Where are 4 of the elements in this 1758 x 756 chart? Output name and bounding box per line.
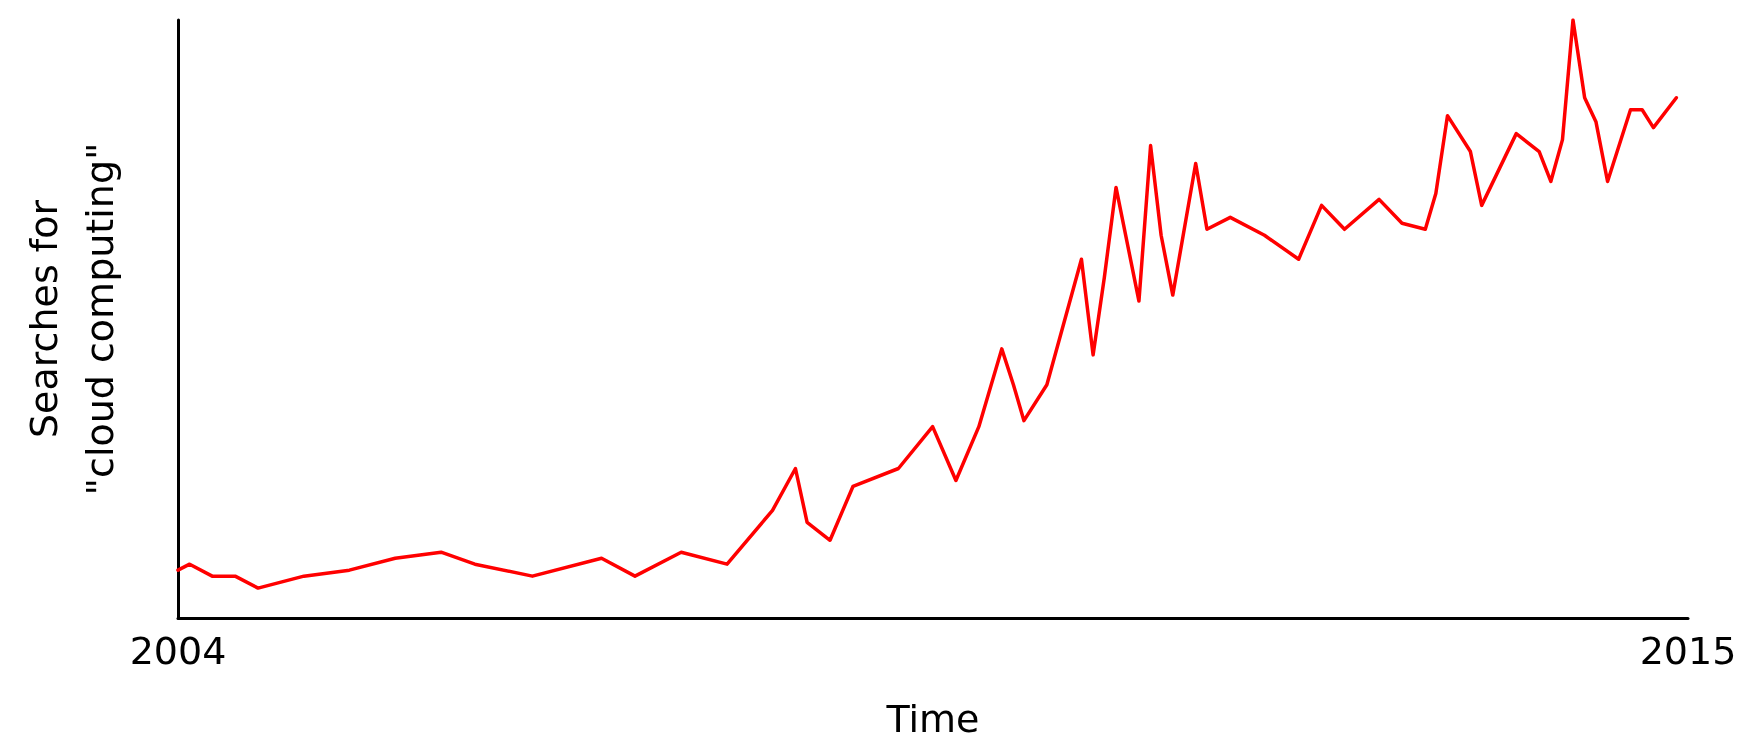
x-axis-title: Time — [885, 697, 980, 741]
y-axis-title: Searches for "cloud computing" — [22, 142, 122, 496]
x-tick-label: 2004 — [129, 629, 227, 673]
x-tick-label: 2015 — [1639, 629, 1737, 673]
